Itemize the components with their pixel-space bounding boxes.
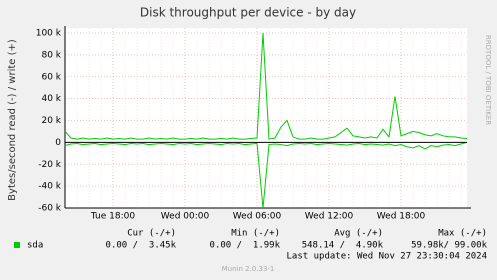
y-tick-label: 0 (55, 138, 61, 148)
y-tick-label: 20 k (41, 116, 61, 126)
x-tick-label: Wed 00:00 (161, 212, 210, 222)
x-tick-label: Tue 18:00 (90, 212, 135, 222)
watermark: RRDTOOL / TOBI OETIKER (484, 35, 492, 125)
x-tick-label: Wed 06:00 (233, 212, 282, 222)
stat-value: 59.98k/ 99.00k (411, 241, 487, 251)
stat-value: 548.14 / 4.90k (302, 241, 384, 251)
x-tick-label: Wed 12:00 (305, 212, 354, 222)
chart-title: Disk throughput per device - by day (140, 6, 356, 20)
y-tick-label: 100 k (36, 29, 62, 39)
y-tick-label: -40 k (38, 182, 62, 192)
line (64, 32, 468, 140)
stat-value: 0.00 / 1.99k (210, 241, 281, 251)
y-tick-label: 60 k (41, 72, 61, 82)
stat-value: 0.00 / 3.45k (106, 241, 177, 251)
legend-label: sda (27, 241, 43, 251)
stat-header: Cur (-/+) (127, 229, 176, 239)
y-axis-label: Bytes/second read (-) / write (+) (7, 39, 18, 201)
stat-header: Max (-/+) (438, 229, 487, 239)
x-tick-label: Wed 18:00 (377, 212, 426, 222)
stat-header: Avg (-/+) (334, 229, 383, 239)
y-tick-label: 40 k (41, 94, 61, 104)
stat-header: Min (-/+) (231, 229, 280, 239)
y-tick-label: 80 k (41, 50, 61, 60)
legend-swatch (14, 242, 20, 248)
y-tick-label: -60 k (38, 204, 62, 214)
line (64, 141, 468, 209)
footer: Munin 2.0.33-1 (222, 265, 275, 273)
y-tick-label: -20 k (38, 160, 62, 170)
last-update: Last update: Wed Nov 27 23:30:04 2024 (287, 252, 487, 262)
